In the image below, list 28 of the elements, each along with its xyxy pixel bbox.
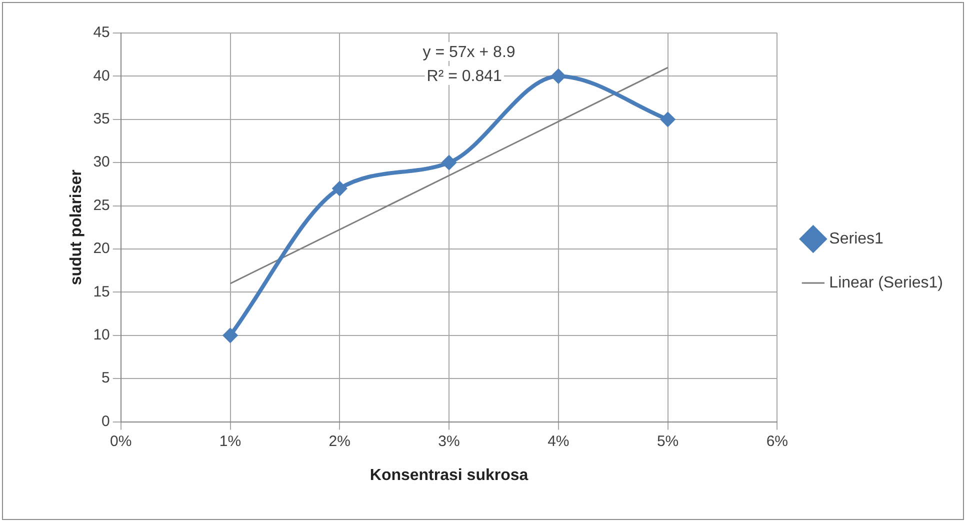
x-tick-label: 1% bbox=[219, 432, 242, 450]
annotation: y = 57x + 8.9 bbox=[422, 44, 516, 61]
point bbox=[442, 156, 456, 170]
y-tick-label: 5 bbox=[102, 370, 110, 387]
y-tick-label: 0 bbox=[102, 412, 110, 430]
point bbox=[551, 69, 566, 84]
y-tick-label: 20 bbox=[93, 240, 110, 258]
x-tick-label: 4% bbox=[548, 432, 570, 450]
y-tick-label: 25 bbox=[93, 196, 110, 214]
y-tick-label: 35 bbox=[93, 110, 110, 128]
x-tick-label: 2% bbox=[328, 432, 350, 450]
x-axis-title: Konsentrasi sukrosa bbox=[370, 466, 528, 484]
point bbox=[332, 182, 347, 196]
y-tick-label: 40 bbox=[93, 67, 110, 84]
y-axis-title: sudut polariser bbox=[68, 170, 86, 286]
y-tick-label: 15 bbox=[93, 283, 110, 300]
legend-label: Linear (Series1) bbox=[829, 274, 943, 292]
annotation: R² = 0.841 bbox=[426, 68, 502, 85]
y-tick-label: 30 bbox=[93, 154, 110, 171]
point bbox=[223, 328, 238, 342]
x-tick-label: 6% bbox=[766, 432, 788, 450]
point bbox=[660, 112, 675, 126]
x-tick-label: 5% bbox=[656, 432, 679, 450]
y-tick-label: 10 bbox=[93, 326, 110, 344]
y-tick-label: 45 bbox=[93, 24, 110, 42]
x-tick-label: 0% bbox=[110, 432, 132, 450]
x-tick-label: 3% bbox=[438, 432, 460, 450]
legend-label: Series1 bbox=[829, 230, 884, 248]
